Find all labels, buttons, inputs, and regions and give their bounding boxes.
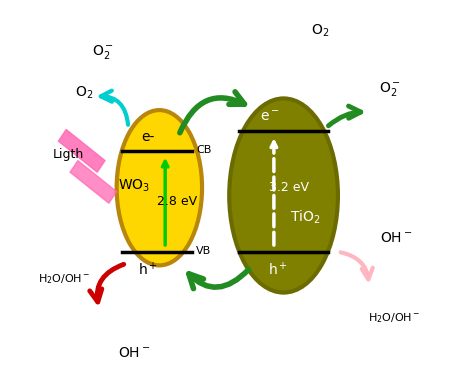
Text: O$_2$: O$_2$ <box>311 22 329 39</box>
Text: TiO$_2$: TiO$_2$ <box>290 208 320 226</box>
Text: H$_2$O/OH$^-$: H$_2$O/OH$^-$ <box>368 311 420 325</box>
Text: OH$^-$: OH$^-$ <box>380 231 412 245</box>
FancyArrowPatch shape <box>180 92 245 133</box>
Text: h$^+$: h$^+$ <box>268 261 288 278</box>
Text: CB: CB <box>196 145 211 155</box>
Ellipse shape <box>229 99 338 292</box>
Text: O$_2$: O$_2$ <box>74 84 93 101</box>
Polygon shape <box>58 129 105 172</box>
Polygon shape <box>70 161 117 203</box>
Ellipse shape <box>117 110 202 265</box>
Text: e-: e- <box>141 130 155 144</box>
Text: e$^-$: e$^-$ <box>260 110 280 124</box>
Text: VB: VB <box>196 246 211 256</box>
FancyArrowPatch shape <box>341 252 373 279</box>
FancyArrowPatch shape <box>189 269 249 289</box>
Text: O$_2^-$: O$_2^-$ <box>379 80 401 98</box>
FancyArrowPatch shape <box>101 91 128 125</box>
Text: VB: VB <box>220 246 235 256</box>
FancyArrowPatch shape <box>90 264 124 302</box>
Text: WO$_3$: WO$_3$ <box>118 178 150 194</box>
Text: OH$^-$: OH$^-$ <box>118 346 150 360</box>
Text: h$^+$: h$^+$ <box>138 261 158 278</box>
FancyArrowPatch shape <box>328 106 361 126</box>
Text: Ligth: Ligth <box>53 148 84 161</box>
Text: H$_2$O/OH$^-$: H$_2$O/OH$^-$ <box>38 272 91 286</box>
Text: CB: CB <box>219 126 235 136</box>
Text: 3.2 eV: 3.2 eV <box>269 181 310 194</box>
Text: 2.8 eV: 2.8 eV <box>157 195 197 208</box>
Text: O$_2^-$: O$_2^-$ <box>92 43 114 61</box>
